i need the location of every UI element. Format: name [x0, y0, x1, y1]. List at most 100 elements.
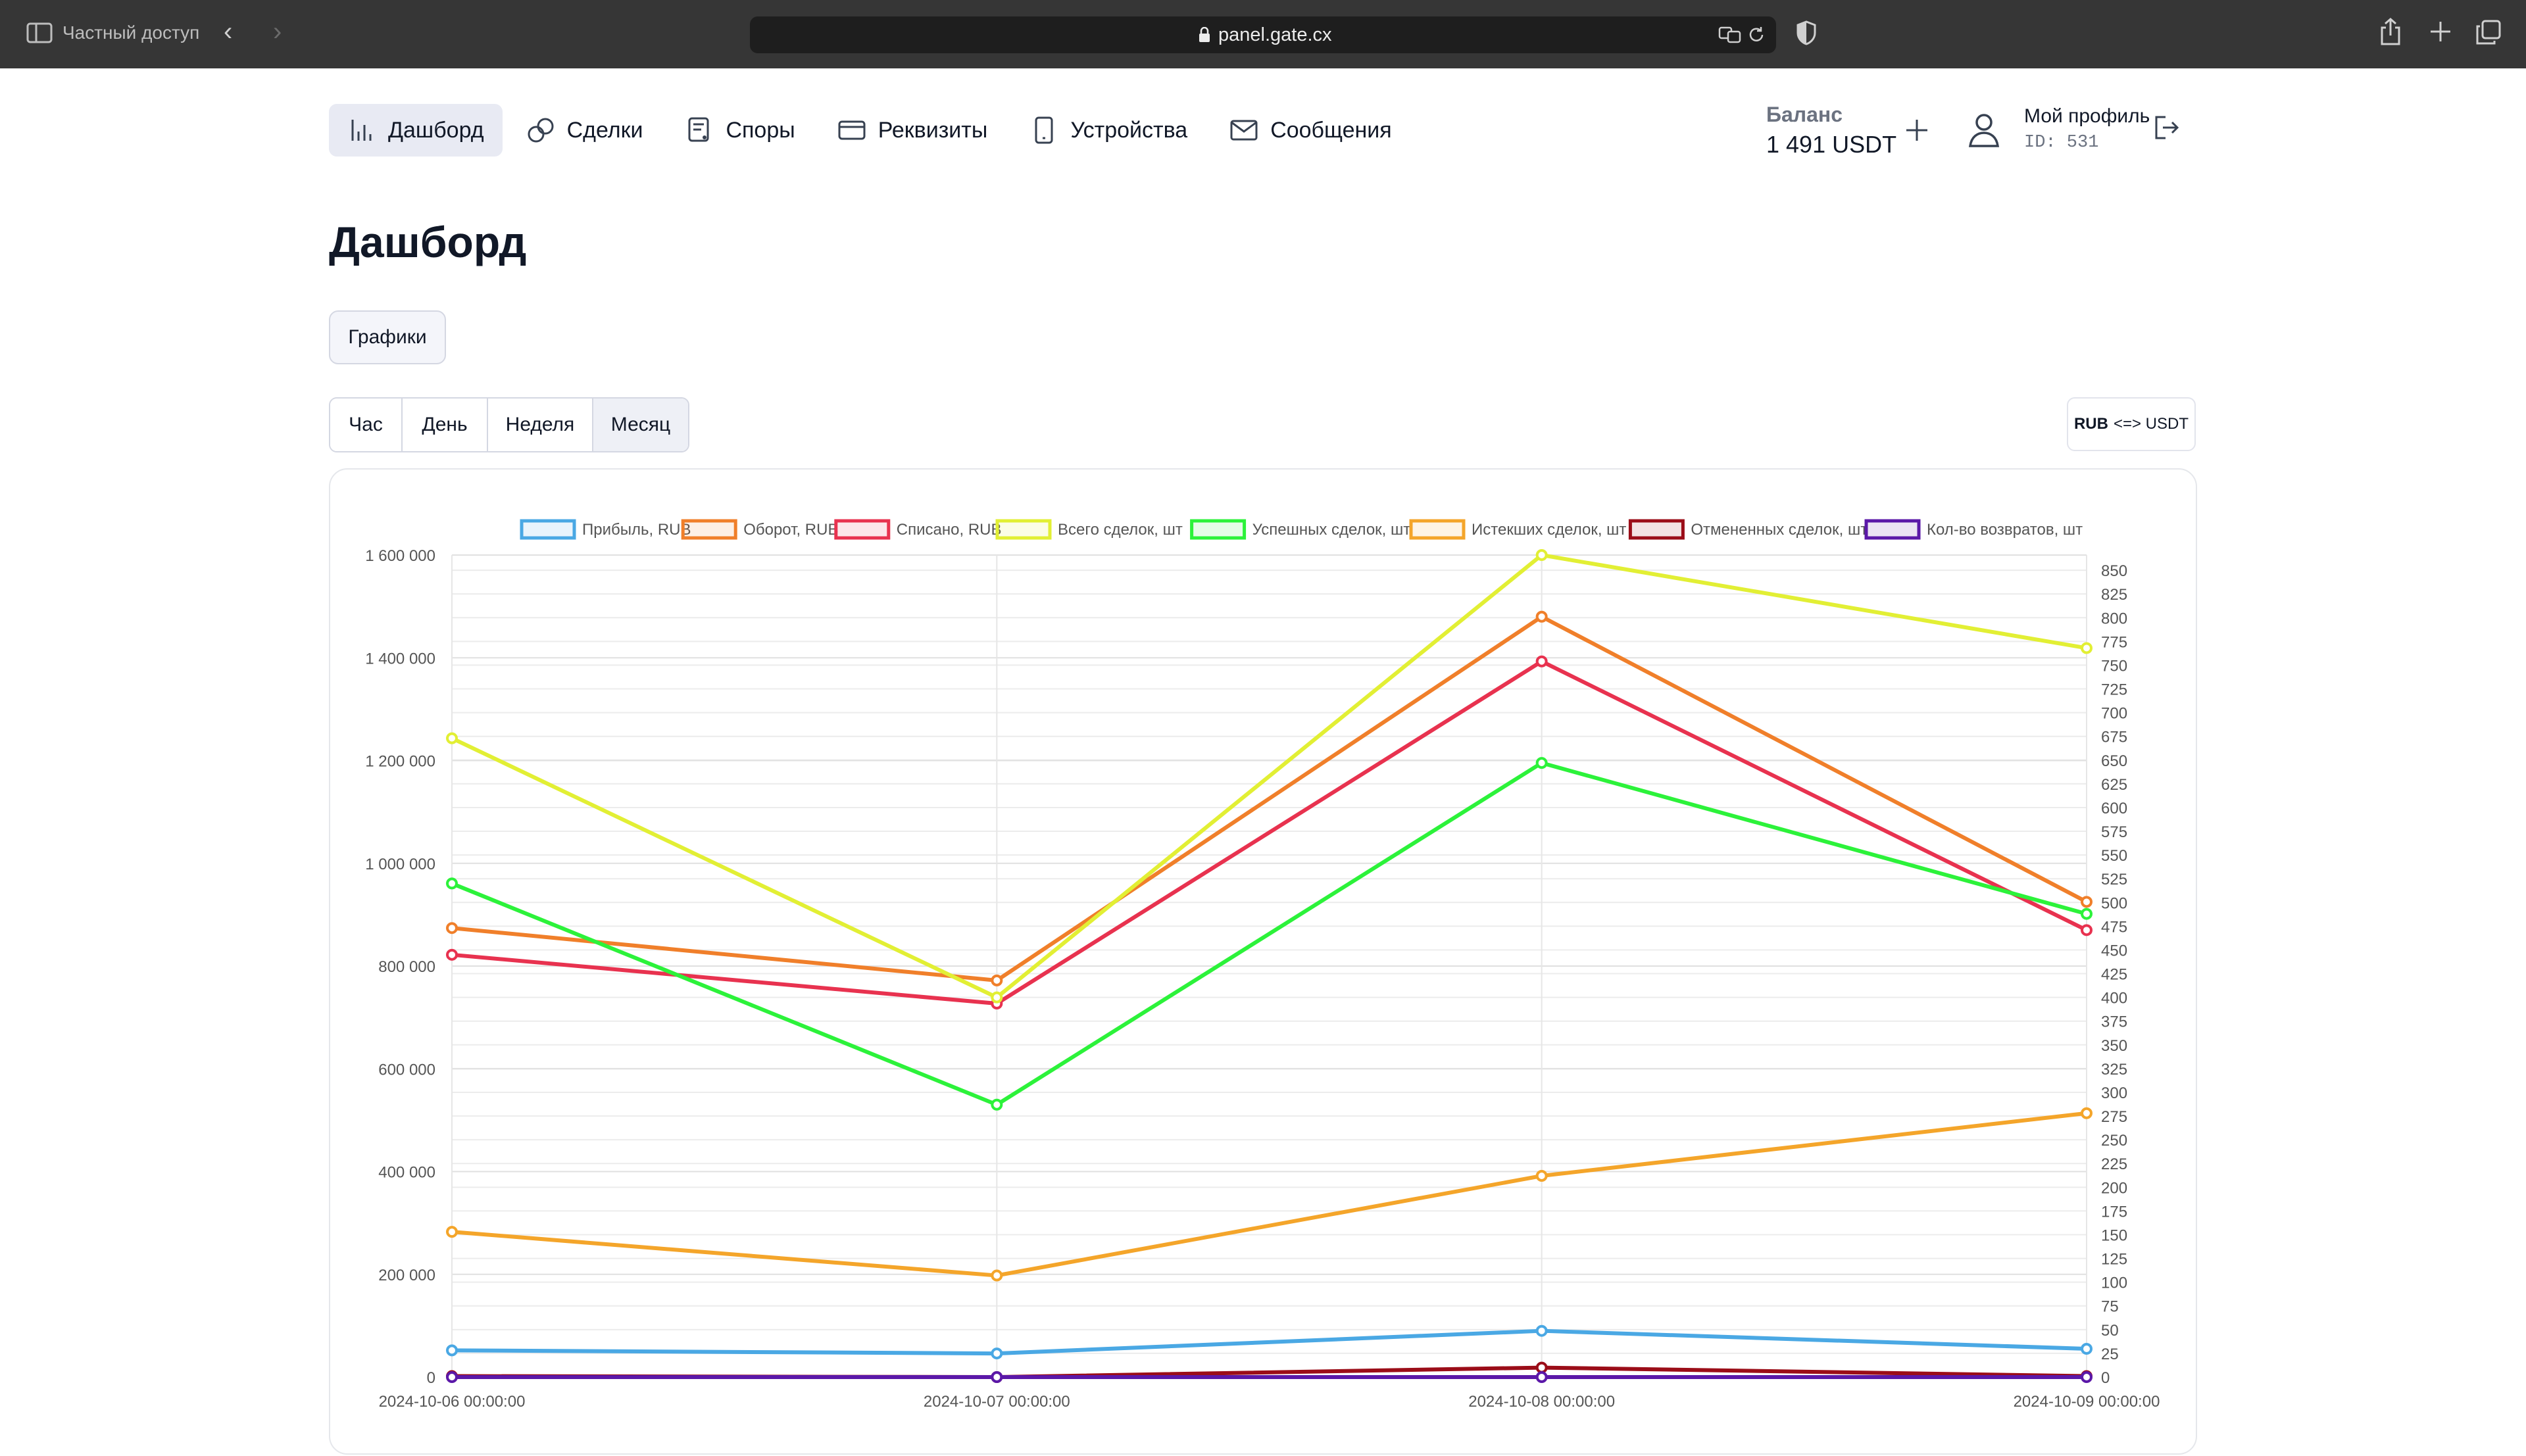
- data-point: [2081, 642, 2093, 654]
- series-line: [451, 1328, 2087, 1356]
- exchange-icon: [528, 118, 554, 143]
- data-point: [446, 1371, 458, 1383]
- x-tick-label: 2024-10-08 00:00:00: [1468, 1393, 1615, 1411]
- legend-label: Оборот, RUB: [743, 521, 838, 539]
- data-point: [991, 1371, 1003, 1383]
- data-point: [1535, 549, 1548, 561]
- legend-label: Кол-во возвратов, шт: [1927, 521, 2083, 539]
- y-right-tick-label: 775: [2101, 633, 2127, 651]
- data-point: [991, 991, 1003, 1004]
- period-week-button[interactable]: Неделя: [488, 399, 593, 451]
- y-right-tick-label: 250: [2101, 1132, 2127, 1150]
- data-point: [2081, 924, 2093, 936]
- private-mode-label: Частный доступ: [62, 22, 200, 43]
- y-right-tick-label: 550: [2101, 847, 2127, 865]
- y-right-tick-label: 0: [2101, 1369, 2110, 1387]
- data-point: [1535, 1361, 1548, 1374]
- nav-label: Дашборд: [388, 117, 484, 143]
- currency-to: <=> USDT: [2113, 415, 2189, 433]
- shield-icon[interactable]: [1796, 20, 1817, 46]
- browser-toolbar: Частный доступ ‹ › panel.gate.cx: [0, 0, 2526, 68]
- nav-dashboard[interactable]: Дашборд: [329, 104, 503, 157]
- x-tick-label: 2024-10-07 00:00:00: [924, 1393, 1070, 1411]
- y-right-tick-label: 425: [2101, 966, 2127, 984]
- series-line: [451, 1111, 2087, 1278]
- tab-overview-icon[interactable]: [2476, 20, 2501, 45]
- data-point: [991, 974, 1003, 986]
- y-right-tick-label: 650: [2101, 752, 2127, 770]
- y-right-tick-label: 125: [2101, 1251, 2127, 1269]
- legend-swatch: [681, 519, 737, 540]
- nav-label: Устройства: [1070, 117, 1188, 143]
- y-right-tick-label: 150: [2101, 1226, 2127, 1244]
- y-left-tick-label: 600 000: [378, 1061, 435, 1079]
- period-month-button[interactable]: Месяц: [593, 399, 688, 451]
- legend-label: Истекших сделок, шт: [1472, 521, 1626, 539]
- y-right-tick-label: 725: [2101, 681, 2127, 699]
- nav-requisites[interactable]: Реквизиты: [819, 104, 1006, 157]
- legend-label: Отмененных сделок, шт: [1691, 521, 1868, 539]
- balance-widget: Баланс 1 491 USDT: [1766, 103, 1896, 158]
- y-right-tick-label: 475: [2101, 918, 2127, 936]
- reload-icon[interactable]: [1746, 25, 1766, 45]
- back-icon[interactable]: ‹: [224, 17, 233, 46]
- y-left-tick-label: 1 600 000: [365, 547, 435, 565]
- y-right-tick-label: 825: [2101, 586, 2127, 604]
- forward-icon[interactable]: ›: [273, 17, 282, 46]
- sidebar-toggle-icon[interactable]: [26, 22, 53, 43]
- logout-icon[interactable]: [2152, 113, 2181, 142]
- balance-label: Баланс: [1766, 103, 1843, 126]
- translate-icon[interactable]: [1718, 26, 1742, 44]
- balance-value: 1 491 USDT: [1766, 131, 1897, 158]
- y-right-tick-label: 575: [2101, 823, 2127, 841]
- data-point: [2081, 1107, 2093, 1119]
- data-point: [991, 1269, 1003, 1282]
- share-icon[interactable]: [2379, 17, 2402, 46]
- period-hour-button[interactable]: Час: [330, 399, 403, 451]
- period-day-button[interactable]: День: [403, 399, 488, 451]
- y-right-tick-label: 850: [2101, 562, 2127, 580]
- y-right-tick-label: 100: [2101, 1274, 2127, 1292]
- y-right-tick-label: 400: [2101, 990, 2127, 1007]
- card-icon: [838, 120, 866, 140]
- data-point: [2081, 896, 2093, 908]
- url-text: panel.gate.cx: [1218, 24, 1332, 45]
- legend-label: Списано, RUB: [897, 521, 1002, 539]
- profile-link[interactable]: Мой профиль ID: 531: [2024, 105, 2150, 153]
- y-left-tick-label: 800 000: [378, 958, 435, 976]
- period-selector: Час День Неделя Месяц: [329, 397, 689, 452]
- currency-toggle-button[interactable]: RUB <=> USDT: [2067, 397, 2196, 451]
- address-bar[interactable]: panel.gate.cx: [750, 16, 1776, 53]
- nav-devices[interactable]: Устройства: [1011, 104, 1206, 157]
- data-point: [446, 877, 458, 890]
- x-tick-label: 2024-10-09 00:00:00: [2014, 1393, 2160, 1411]
- y-right-tick-label: 500: [2101, 894, 2127, 912]
- legend-swatch: [995, 519, 1052, 540]
- nav-messages[interactable]: Сообщения: [1211, 104, 1410, 157]
- currency-from: RUB: [2073, 415, 2108, 433]
- y-right-tick-label: 175: [2101, 1203, 2127, 1221]
- series-line: [451, 761, 2087, 1107]
- y-left-tick-label: 200 000: [378, 1267, 435, 1284]
- y-right-tick-label: 275: [2101, 1108, 2127, 1126]
- data-point: [1535, 1371, 1548, 1383]
- nav-deals[interactable]: Сделки: [508, 104, 662, 157]
- y-left-tick-label: 1 400 000: [365, 650, 435, 667]
- device-icon: [1035, 116, 1053, 144]
- user-icon[interactable]: [1967, 112, 2001, 149]
- y-right-tick-label: 325: [2101, 1061, 2127, 1079]
- page-title: Дашборд: [329, 218, 527, 266]
- nav-disputes[interactable]: Споры: [666, 104, 813, 157]
- new-tab-icon[interactable]: [2429, 20, 2452, 43]
- y-right-tick-label: 50: [2101, 1322, 2119, 1340]
- legend-label: Всего сделок, шт: [1058, 521, 1183, 539]
- data-point: [446, 732, 458, 744]
- dispute-icon: [688, 117, 709, 142]
- tab-charts[interactable]: Графики: [329, 310, 446, 364]
- data-point: [446, 1344, 458, 1357]
- data-point: [1535, 610, 1548, 623]
- data-point: [2081, 908, 2093, 920]
- y-right-tick-label: 525: [2101, 871, 2127, 888]
- top-up-button[interactable]: [1901, 114, 1933, 146]
- y-left-tick-label: 0: [427, 1369, 435, 1387]
